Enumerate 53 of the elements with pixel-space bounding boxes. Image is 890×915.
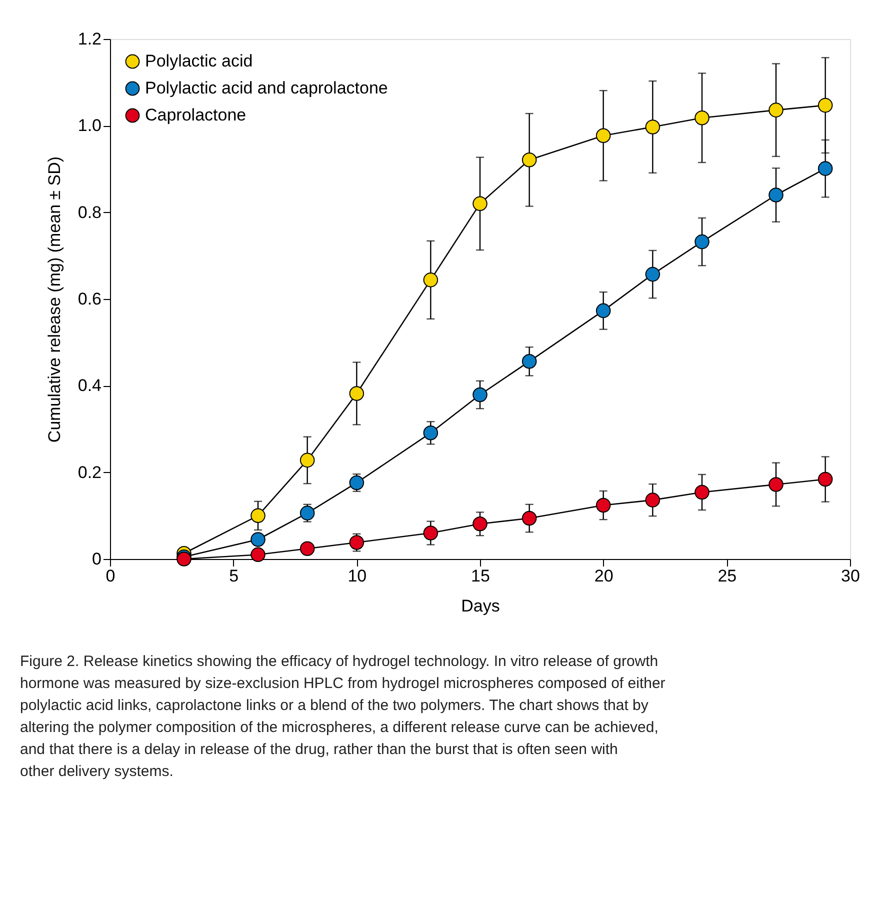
point [522,354,537,369]
point [645,492,660,508]
point [349,386,364,401]
point [694,484,710,500]
y-tick-label: 0.8 [78,202,102,222]
x-tick-label: 20 [594,566,614,586]
point [596,128,611,144]
point [423,526,438,540]
point [423,426,438,440]
point [596,303,611,318]
x-tick-label: 0 [106,566,116,586]
point [300,541,315,556]
caption: Figure 2. Release kinetics showing the efficacy of hydrogel technology. In vitro release of growth hormone was measured by size-exclusion HPLC from hydrogel microspheres composed of either polylactic acid links, caprolactone links or a blend of the two polymers. The chart shows that by altering the polymer composition of the microspheres, a different release curve can be achieved, and that there is a delay in release of the drug, rather than the burst that is often seen with other delivery systems. [20,653,666,780]
x-axis-title: Days [461,596,500,616]
y-tick-label: 0 [92,550,102,568]
y-tick-label: 0.2 [78,462,102,482]
point [472,196,488,212]
legend-label: Polylactic acid and caprolactone [145,78,388,98]
point [645,266,660,282]
point [818,472,833,487]
x-tick-label: 25 [718,566,737,586]
point [522,510,537,526]
point [818,98,833,113]
point [250,508,266,524]
point [645,120,660,134]
point [300,506,315,520]
point [522,152,537,168]
legend-label: Caprolactone [145,106,246,124]
point [423,272,438,288]
y-tick-label: 1.0 [78,116,102,136]
point [694,234,710,250]
y-axis-title: Cumulative release (mg) (mean ± SD) [44,156,64,443]
point [596,498,611,513]
x-tick-label: 10 [348,566,367,586]
x-tick-label: 30 [841,566,860,586]
point [768,188,784,202]
point [349,475,364,490]
legend-label: Polylactic acid [145,52,253,70]
x-tick-label: 15 [471,566,490,586]
point [250,532,266,547]
y-tick-label: 0.4 [78,376,102,396]
point [768,102,784,118]
y-tick-label: 1.2 [78,30,102,48]
x-tick-label: 5 [229,566,239,586]
point [250,547,266,562]
point [472,516,488,532]
point [818,161,833,176]
point [349,535,364,550]
point [694,110,710,126]
y-tick-label: 0.6 [78,290,102,308]
point [768,477,784,492]
point [472,387,488,402]
point [300,452,315,468]
